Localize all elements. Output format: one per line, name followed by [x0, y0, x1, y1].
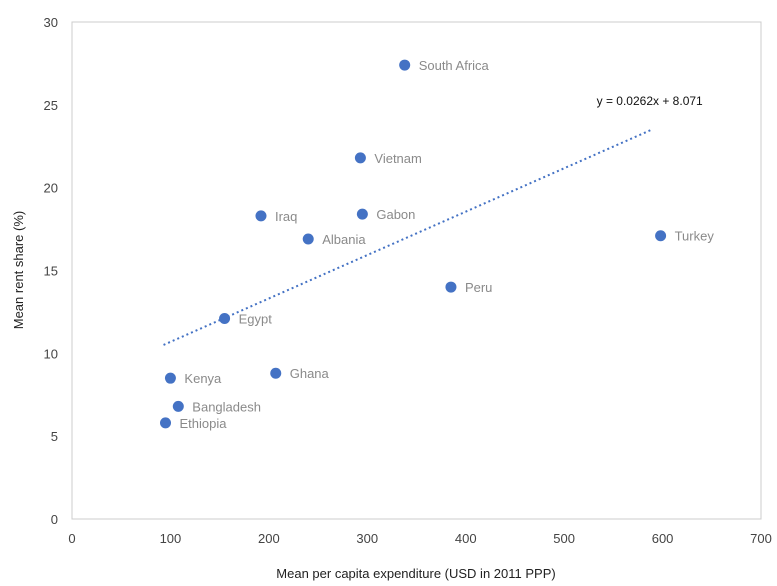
data-point-label: Albania: [322, 232, 366, 247]
data-point-label: Vietnam: [374, 151, 421, 166]
data-point-group: Peru: [445, 280, 492, 295]
plot-area: [71, 21, 762, 520]
data-point: [354, 152, 366, 164]
data-point: [164, 372, 176, 384]
data-point-group: Albania: [302, 232, 366, 247]
y-tick-label: 30: [44, 15, 58, 30]
data-point: [445, 281, 457, 293]
y-tick-label: 10: [44, 346, 58, 361]
data-point-group: Bangladesh: [172, 399, 261, 414]
data-point-group: Turkey: [655, 229, 714, 244]
x-tick-label: 0: [68, 531, 75, 546]
x-tick-label: 100: [160, 531, 182, 546]
trendline-equation: y = 0.0262x + 8.071: [597, 94, 703, 108]
data-point-label: Kenya: [184, 371, 222, 386]
data-point: [219, 313, 231, 325]
y-tick-label: 5: [51, 429, 58, 444]
data-point: [172, 400, 184, 412]
y-tick-label: 20: [44, 181, 58, 196]
data-point: [160, 417, 172, 429]
x-axis-label: Mean per capita expenditure (USD in 2011…: [276, 566, 555, 581]
data-point-label: Iraq: [275, 209, 297, 224]
data-point-label: Gabon: [376, 207, 415, 222]
data-point-group: Kenya: [164, 371, 222, 386]
data-point-group: South Africa: [399, 58, 490, 73]
x-tick-label: 300: [356, 531, 378, 546]
data-point-group: Ethiopia: [160, 416, 227, 431]
data-point-group: Ghana: [270, 366, 330, 381]
x-tick-label: 200: [258, 531, 280, 546]
data-point: [302, 233, 314, 245]
data-point-group: Iraq: [255, 209, 297, 224]
y-axis-label: Mean rent share (%): [11, 211, 26, 330]
x-tick-label: 400: [455, 531, 477, 546]
data-point-label: Peru: [465, 280, 492, 295]
data-point-label: Ethiopia: [180, 416, 228, 431]
data-point-group: Gabon: [356, 207, 415, 222]
data-point: [655, 230, 667, 242]
x-tick-label: 500: [553, 531, 575, 546]
data-point-label: South Africa: [419, 58, 490, 73]
data-point-label: Egypt: [239, 312, 273, 327]
data-point-label: Turkey: [675, 229, 715, 244]
data-point-label: Bangladesh: [192, 399, 261, 414]
data-point: [255, 210, 267, 222]
y-tick-label: 25: [44, 98, 58, 113]
x-tick-label: 700: [750, 531, 772, 546]
y-tick-label: 0: [51, 512, 58, 527]
data-point-label: Ghana: [290, 366, 330, 381]
x-tick-label: 600: [652, 531, 674, 546]
trendline: [163, 128, 654, 346]
data-point: [270, 367, 282, 379]
data-point-group: Egypt: [219, 312, 272, 327]
data-point: [356, 208, 368, 220]
data-point-group: Vietnam: [354, 151, 422, 166]
y-tick-label: 15: [44, 264, 58, 279]
data-point: [399, 59, 411, 71]
